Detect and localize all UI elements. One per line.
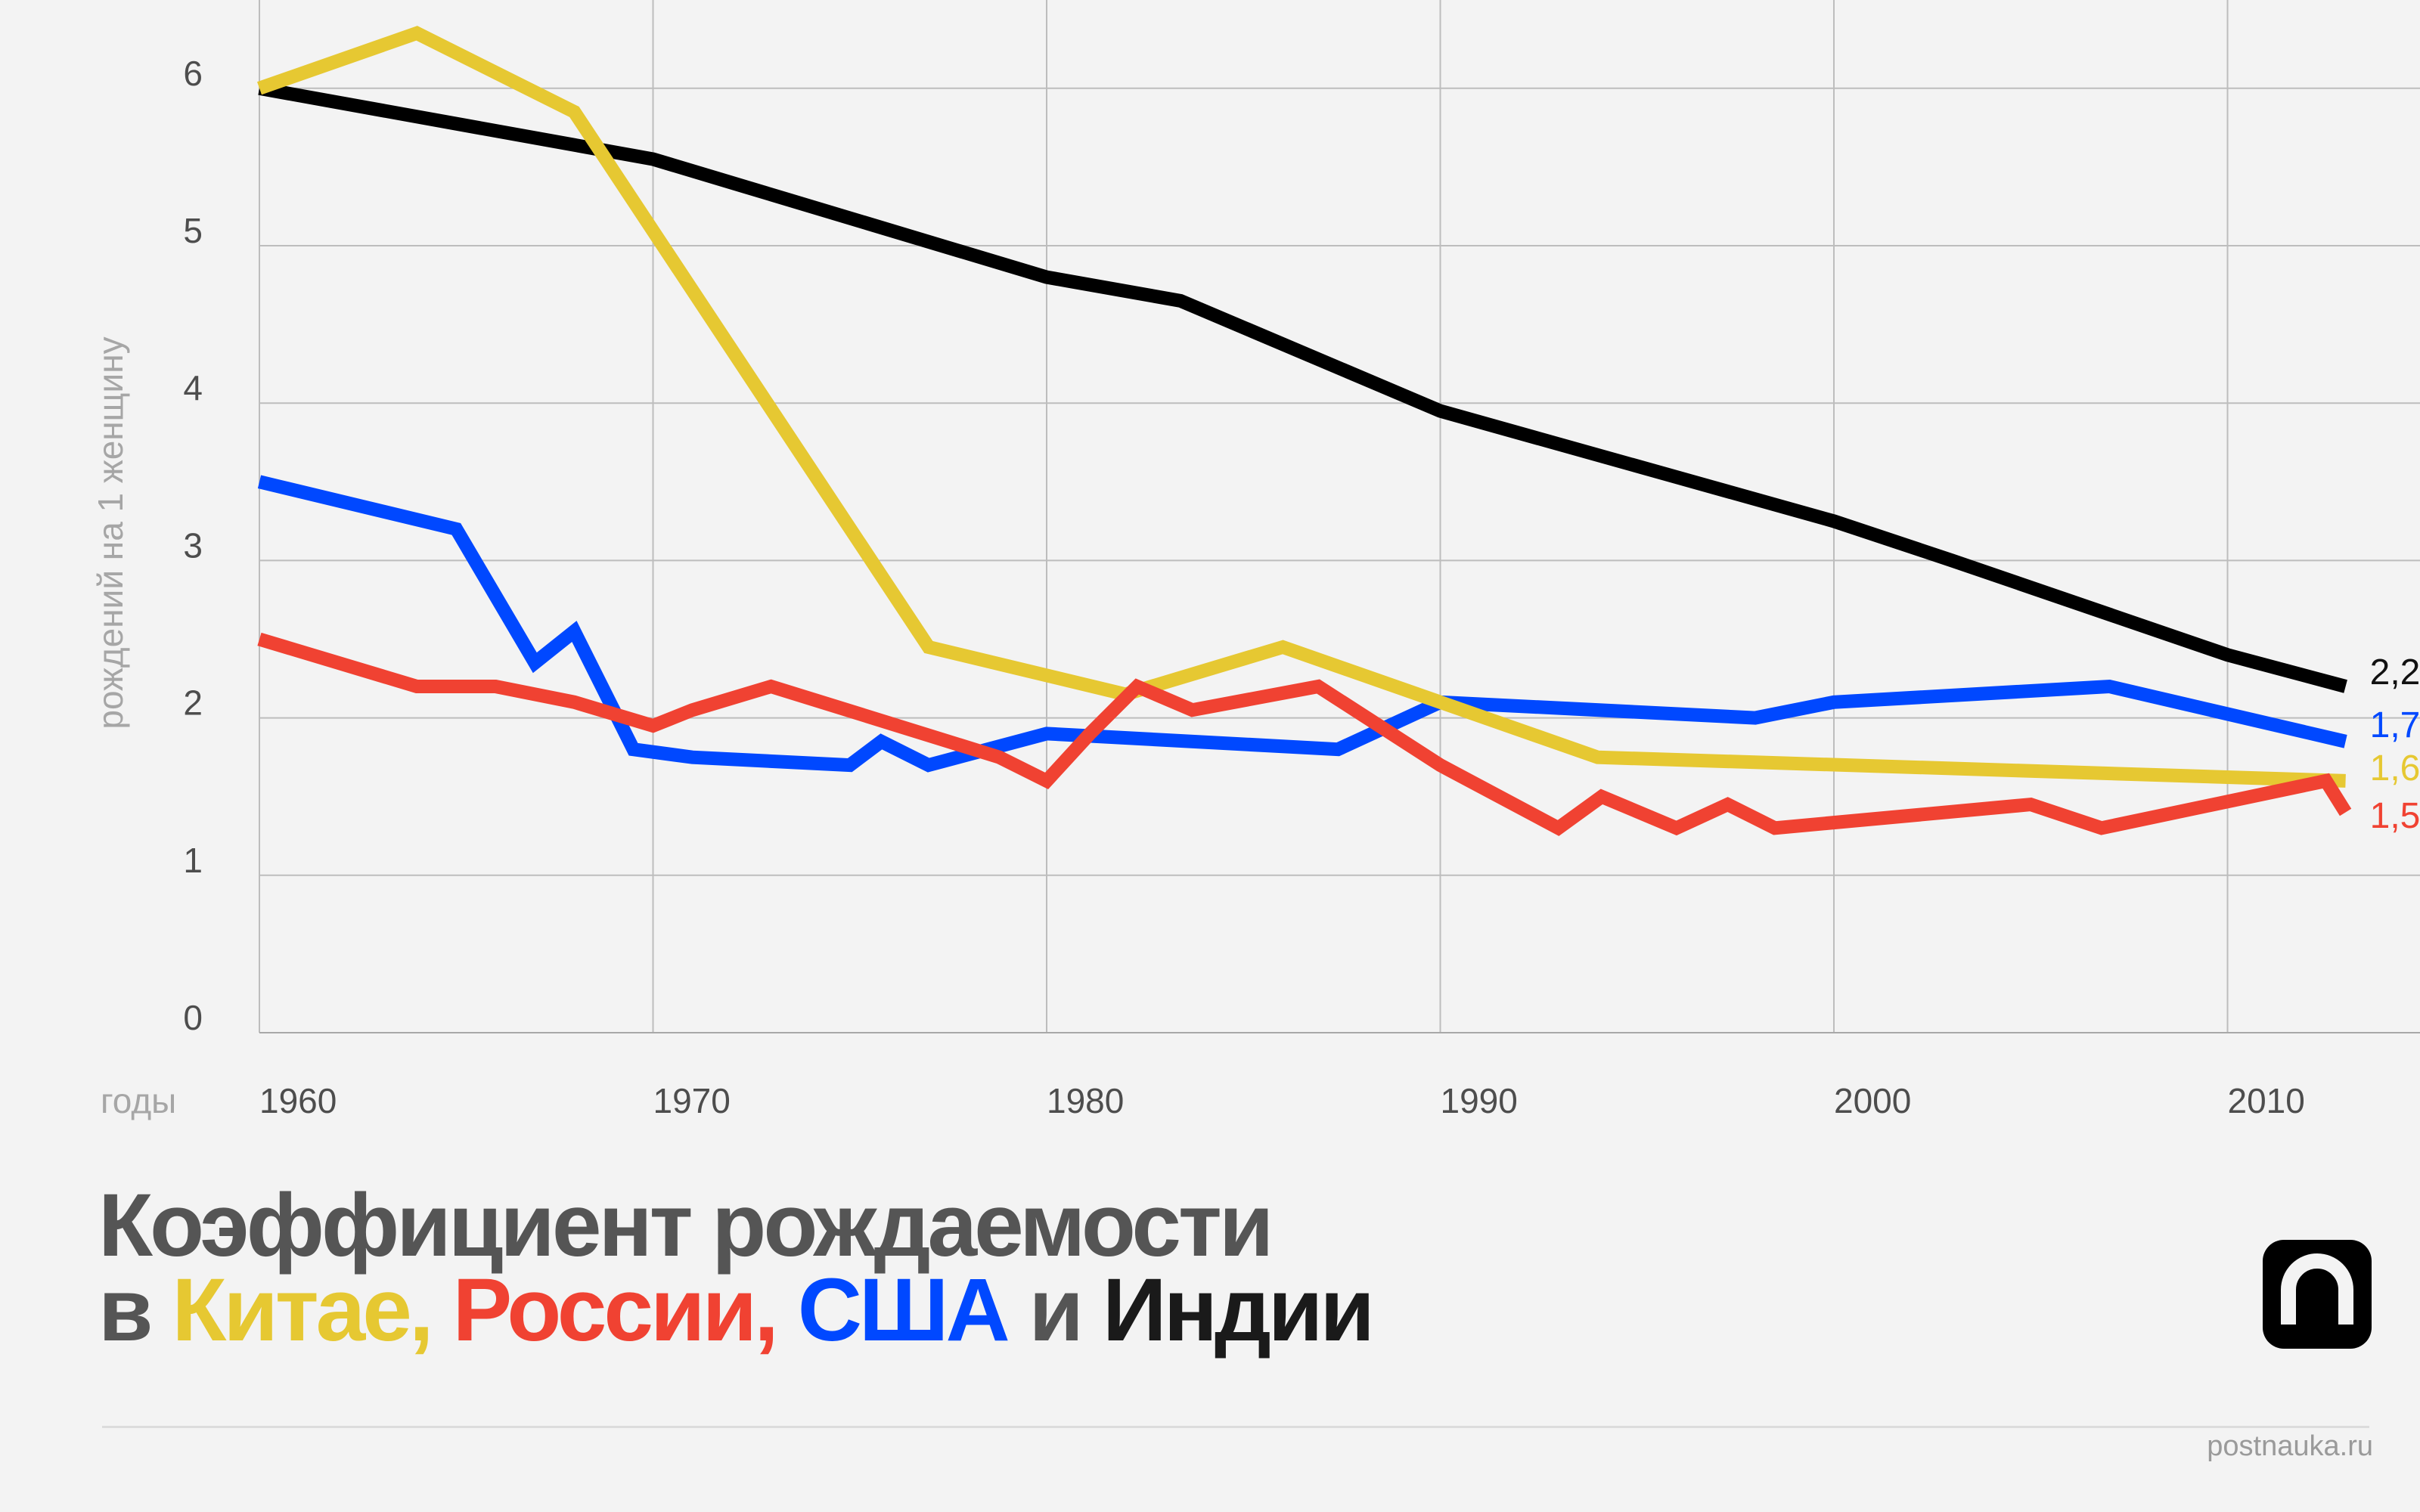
series-line-3 (257, 632, 2352, 836)
postnauka-logo-icon (2263, 1240, 2372, 1349)
title-india: Индии (1102, 1260, 1375, 1360)
title-china: Китае, (172, 1260, 433, 1360)
y-tick-1: 1 (183, 841, 203, 880)
end-label-3: 1,57 (2370, 796, 2420, 836)
title-russia: России, (452, 1260, 779, 1360)
y-tick-0: 0 (183, 998, 203, 1037)
end-label-0: 2,2 (2370, 652, 2420, 692)
y-tick-2: 2 (183, 683, 203, 723)
series-line-1 (257, 475, 2347, 773)
x-tick-2010: 2010 (2228, 1081, 2305, 1120)
y-tick-6: 6 (183, 54, 203, 93)
source-credit: postnauka.ru (2207, 1430, 2373, 1462)
title-prefix: в (98, 1260, 172, 1360)
title-line-1: Коэффициент рождаемости (98, 1176, 1274, 1275)
x-tick-1960: 1960 (259, 1081, 337, 1120)
x-axis-label: годы (101, 1081, 176, 1120)
series-end-labels: 2,2 1,731,69 1,57 (2370, 652, 2420, 836)
series-line-2 (257, 26, 2346, 788)
x-tick-1990: 1990 (1441, 1081, 1518, 1120)
x-tick-2000: 2000 (1834, 1081, 1911, 1120)
series-line-0 (258, 81, 2347, 693)
footer-divider (102, 1426, 2369, 1428)
chart-title: Коэффициент рождаемости в Китае, России,… (98, 1176, 1375, 1355)
x-tick-1980: 1980 (1047, 1081, 1124, 1120)
line-chart: 0 1 2 3 4 5 6 1960 1970 1980 1990 2000 2010 рождени… (91, 0, 2420, 1120)
chart-grid (259, 0, 2420, 1033)
title-line-2: в Китае, России, США и Индии (98, 1266, 1375, 1355)
end-label-1: 1,73 (2370, 705, 2420, 745)
y-axis-ticks: 0 1 2 3 4 5 6 (183, 54, 203, 1037)
series-lines (257, 26, 2352, 836)
y-tick-5: 5 (183, 211, 203, 250)
y-axis-label: рождений на 1 женщину (91, 336, 130, 729)
x-tick-1970: 1970 (653, 1081, 731, 1120)
y-tick-4: 4 (183, 368, 203, 407)
x-axis-ticks: 1960 1970 1980 1990 2000 2010 (259, 1081, 2305, 1120)
end-label-2: 1,69 (2370, 748, 2420, 789)
y-tick-3: 3 (183, 525, 203, 565)
title-and: и (1028, 1260, 1084, 1360)
title-usa: США (797, 1260, 1010, 1360)
